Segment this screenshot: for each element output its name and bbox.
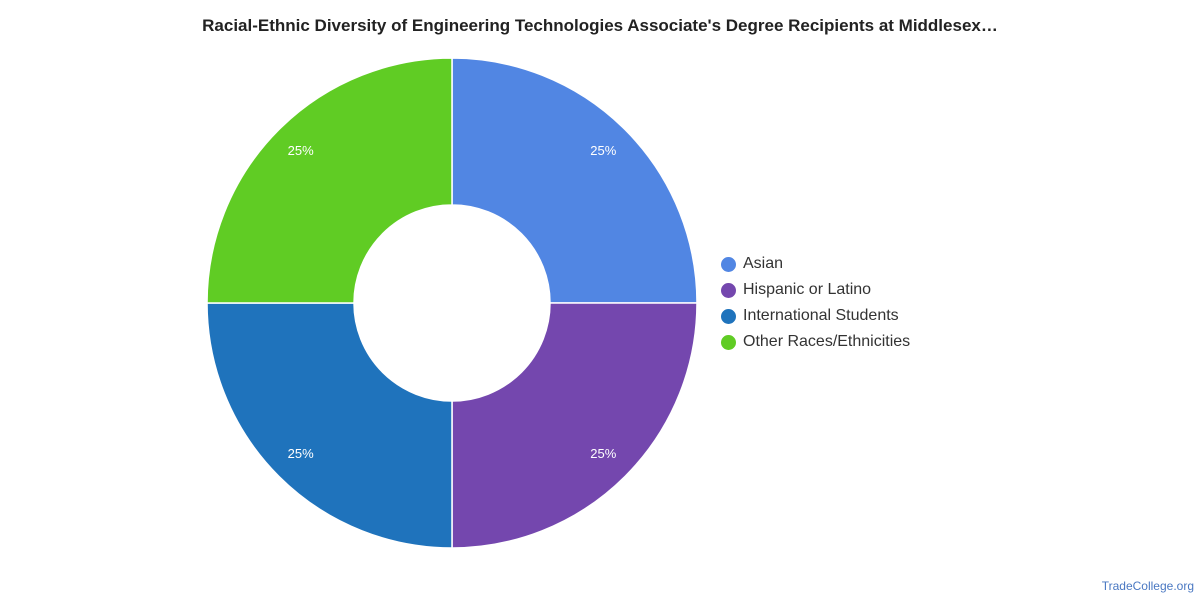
legend-swatch-international-students bbox=[721, 308, 736, 324]
legend-label-asian: Asian bbox=[743, 255, 784, 272]
source-credit[interactable]: TradeCollege.org bbox=[1101, 579, 1194, 593]
legend-item-asian[interactable]: Asian bbox=[721, 251, 910, 277]
legend-item-international-students[interactable]: International Students bbox=[721, 303, 910, 329]
chart-title: Racial-Ethnic Diversity of Engineering T… bbox=[202, 16, 998, 35]
slice-label-other-races-ethnicities: 25% bbox=[288, 143, 314, 158]
slice-label-international-students: 25% bbox=[288, 446, 314, 461]
slice-other-races-ethnicities[interactable] bbox=[206, 57, 453, 304]
legend-item-hispanic-or-latino[interactable]: Hispanic or Latino bbox=[721, 277, 910, 303]
slice-asian[interactable] bbox=[451, 57, 698, 304]
legend-label-other-races-ethnicities: Other Races/Ethnicities bbox=[743, 333, 911, 350]
legend-item-other-races-ethnicities[interactable]: Other Races/Ethnicities bbox=[721, 329, 910, 355]
legend-swatch-other-races-ethnicities bbox=[721, 334, 736, 350]
legend-label-hispanic-or-latino: Hispanic or Latino bbox=[743, 281, 872, 298]
legend-swatch-asian bbox=[721, 256, 736, 272]
slice-international-students[interactable] bbox=[206, 302, 453, 549]
slice-labels: 25% 25% 25% 25% bbox=[288, 143, 617, 461]
donut-slices bbox=[206, 57, 698, 549]
slice-label-asian: 25% bbox=[590, 143, 616, 158]
slice-label-hispanic-or-latino: 25% bbox=[590, 446, 616, 461]
legend-label-international-students: International Students bbox=[743, 307, 899, 324]
slice-hispanic-or-latino[interactable] bbox=[451, 302, 698, 549]
chart-legend: Asian Hispanic or Latino International S… bbox=[721, 251, 910, 355]
legend-swatch-hispanic-or-latino bbox=[721, 282, 736, 298]
